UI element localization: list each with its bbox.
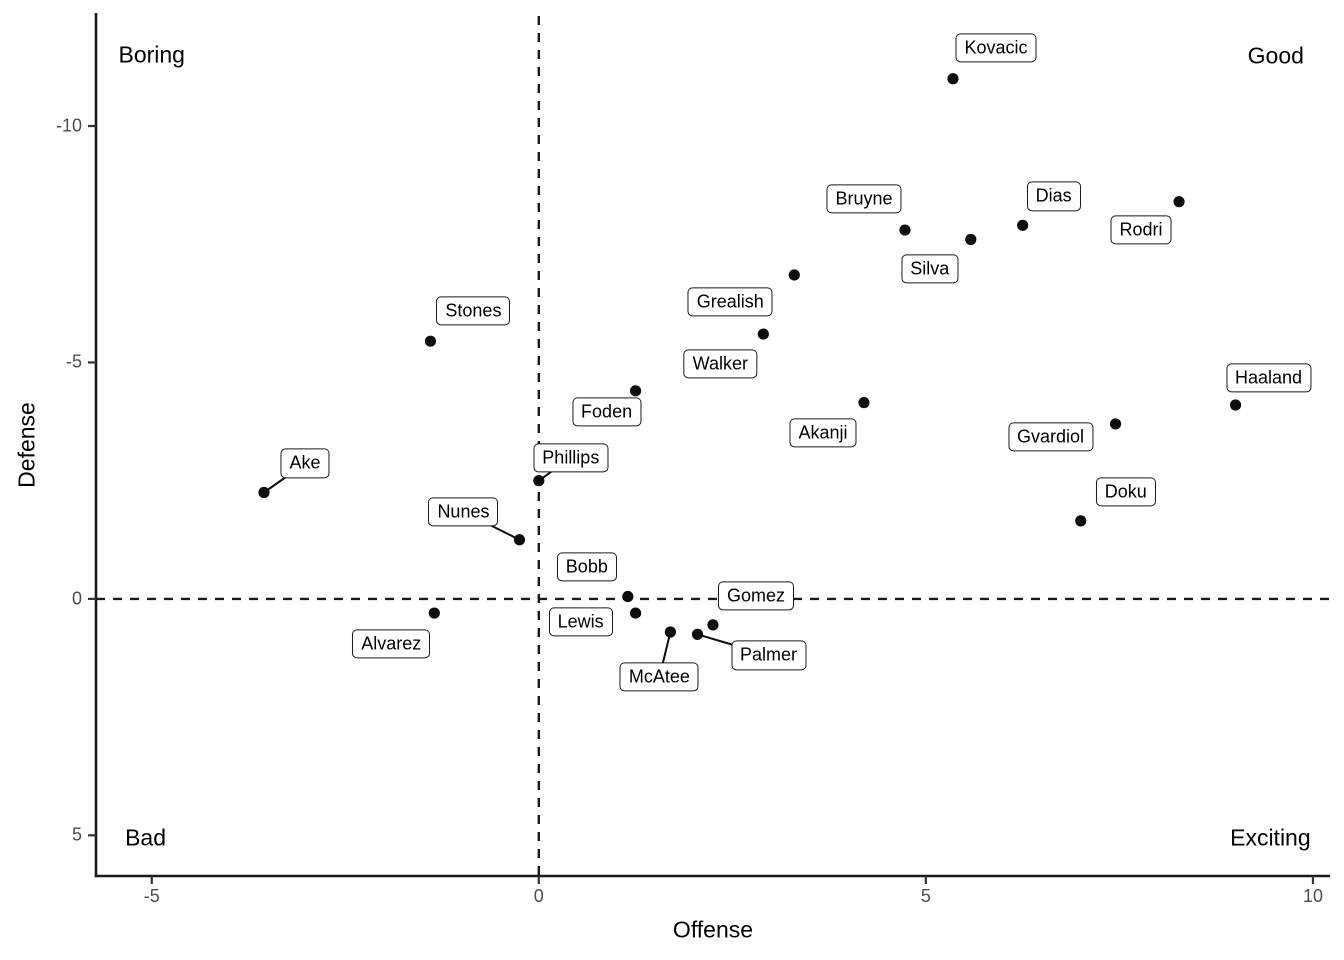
player-label-bruyne: Bruyne (826, 184, 902, 214)
x-tick-label: 0 (533, 886, 544, 906)
player-label-lewis: Lewis (548, 607, 613, 637)
player-label-gvardiol: Gvardiol (1008, 422, 1094, 452)
player-label-haaland: Haaland (1226, 363, 1312, 393)
data-point-gomez (707, 619, 719, 631)
data-point-phillips (533, 475, 545, 487)
player-label-nunes: Nunes (428, 497, 499, 527)
data-point-silva (965, 233, 977, 246)
x-tick-label: 5 (920, 886, 931, 906)
data-point-lewis (629, 607, 642, 619)
data-point-nunes (513, 534, 526, 546)
data-point-gvardiol (1109, 418, 1122, 430)
data-point-bobb (622, 590, 634, 603)
data-point-alvarez (428, 607, 440, 619)
data-point-dias (1017, 219, 1029, 231)
x-tick-label: 10 (1302, 886, 1323, 906)
data-point-haaland (1229, 399, 1242, 411)
player-label-kovacic: Kovacic (955, 33, 1037, 63)
data-point-grealish (788, 269, 800, 281)
y-tick-label: 0 (71, 588, 82, 609)
player-label-walker: Walker (683, 349, 757, 379)
y-tick-label: -10 (55, 115, 82, 136)
data-point-stones (424, 335, 437, 347)
player-label-bobb: Bobb (556, 551, 617, 582)
data-point-akanji (858, 397, 870, 409)
x-tick-label: -5 (143, 886, 160, 906)
data-point-walker (757, 328, 769, 340)
player-label-doku: Doku (1095, 477, 1156, 507)
x-axis-title: Offense (672, 916, 754, 943)
y-tick-label: 5 (71, 824, 82, 845)
player-label-mcatee: McAtee (619, 662, 699, 692)
data-point-ake (258, 486, 270, 499)
quadrant-label-boring: Boring (118, 41, 185, 68)
player-label-gomez: Gomez (717, 581, 795, 611)
player-label-rodri: Rodri (1110, 215, 1172, 245)
data-point-doku (1075, 515, 1087, 527)
data-point-foden (629, 385, 642, 397)
quadrant-label-bad: Bad (125, 824, 166, 851)
player-label-alvarez: Alvarez (352, 629, 431, 659)
player-label-palmer: Palmer (731, 640, 807, 671)
player-label-ake: Ake (280, 448, 330, 479)
data-point-bruyne (899, 224, 911, 236)
player-label-phillips: Phillips (533, 443, 609, 473)
player-label-stones: Stones (436, 296, 511, 326)
player-label-grealish: Grealish (687, 287, 773, 317)
data-point-palmer (691, 628, 704, 640)
player-label-akanji: Akanji (789, 417, 857, 448)
y-tick-label: -5 (65, 351, 82, 372)
data-point-mcatee (664, 626, 677, 638)
quadrant-label-exciting: Exciting (1230, 824, 1311, 851)
player-label-foden: Foden (572, 397, 642, 427)
data-point-kovacic (947, 73, 959, 85)
player-label-dias: Dias (1026, 181, 1081, 211)
player-label-silva: Silva (901, 253, 959, 284)
quadrant-label-good: Good (1247, 42, 1304, 69)
y-axis-title: Defense (13, 402, 40, 488)
data-point-rodri (1173, 196, 1185, 208)
